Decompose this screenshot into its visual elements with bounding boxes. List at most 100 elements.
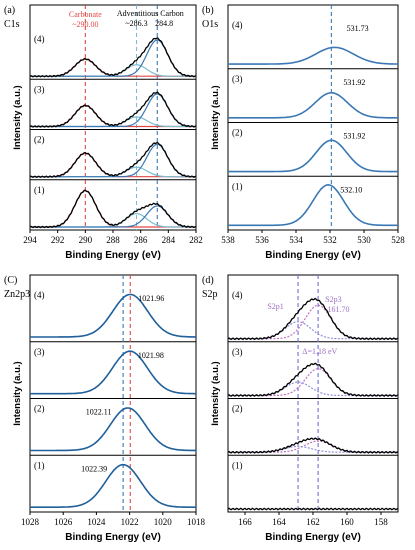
component-peak [30,205,196,228]
annotation: S2p1 [267,302,283,311]
x-tick-label: 1024 [87,517,106,527]
peak-value-label: 1021.98 [138,351,164,360]
x-tick-label: 286 [134,235,148,245]
envelope-curve [227,362,399,398]
x-axis-label: Binding Energy (eV) [65,532,161,543]
envelope-curve [227,437,399,454]
y-axis-label: Intensity (a.u.) [12,85,23,149]
element-label: C1s [4,19,20,30]
x-tick-label: 538 [221,235,235,245]
panel-letter: (C) [4,275,17,286]
x-tick-label: 1018 [187,517,206,527]
spectrum-curve [30,293,196,338]
series-label: (1) [34,460,45,470]
x-tick-label: 528 [391,235,405,245]
series-label: (1) [34,185,45,195]
series-label: (1) [232,460,243,470]
series-label: (4) [232,20,243,30]
component-peak [30,104,196,128]
x-axis-label: Binding Energy (eV) [265,532,361,543]
y-axis-label: Intensity (a.u.) [210,85,221,149]
x-tick-label: 282 [189,235,203,245]
x-tick-label: 162 [306,517,320,527]
panel-zn2p3: 1021.96 (4) 1021.98 (3) 1022.11 (2) 1022.39 (1)… [4,274,206,543]
element-label: O1s [202,19,218,30]
peak-value-label: 531.92 [343,132,365,141]
spectrum-curve [30,350,196,395]
component-peak [228,440,398,453]
series-label: (2) [232,128,243,138]
envelope-curve [227,507,399,511]
annotation: Adventitious Carbon [117,9,184,18]
y-axis-label: Intensity (a.u.) [210,361,221,425]
envelope-curve [29,91,197,128]
component-peak [228,304,398,340]
x-tick-label: 1026 [54,517,73,527]
annotation: ~290.00 [72,20,98,29]
series-label: (2) [232,404,243,414]
envelope-curve [29,37,197,78]
peak-value-label: 1021.96 [138,294,164,303]
envelope-curve [29,189,197,229]
series-label: (2) [34,135,45,145]
x-tick-label: 288 [106,235,120,245]
series-label: (4) [34,290,45,300]
component-peak [30,39,196,77]
spectrum-curve [30,463,196,508]
x-tick-label: 536 [255,235,269,245]
series-label: (1) [232,181,243,191]
x-axis-label: Binding Energy (eV) [265,250,361,261]
annotation: ~286.3 [125,19,147,28]
x-tick-label: 532 [323,235,337,245]
annotation: Carbonate [69,10,102,19]
panel-o1s: 531.73 (4) 531.92 (3) 531.92 (2) 532.10 (1) 538 5… [202,4,405,261]
element-label: S2p [202,289,218,300]
spectrum-curve [228,92,398,119]
component-peak [30,143,196,178]
envelope-curve [227,297,399,341]
spectrum-curve [30,407,196,452]
annotation: 284.8 [155,19,173,28]
series-label: (2) [34,404,45,414]
x-tick-label: 1028 [21,517,40,527]
component-peak [228,445,398,453]
x-tick-label: 284 [162,235,176,245]
annotation: Δ=1.18 eV [302,347,337,356]
spectrum-curve [228,46,398,65]
component-peak [30,93,196,128]
panel-letter: (b) [202,5,214,16]
series-label: (3) [232,74,243,84]
spectrum-curve [228,139,398,173]
x-tick-label: 530 [357,235,371,245]
x-tick-label: 290 [79,235,93,245]
x-tick-label: 292 [51,235,65,245]
x-tick-label: 164 [272,517,286,527]
series-label: (3) [34,84,45,94]
component-peak [30,152,196,178]
series-label: (3) [232,347,243,357]
series-label: (4) [232,290,243,300]
component-peak [30,190,196,228]
peak-value-label: 1022.39 [81,464,107,473]
annotation: S2p3 [325,295,341,304]
x-tick-label: 1022 [121,517,139,527]
peak-value-label: 532.10 [340,185,362,194]
panel-letter: (d) [202,275,214,286]
y-axis-label: Intensity (a.u.) [12,361,23,425]
component-peak [228,321,398,340]
x-tick-label: 534 [289,235,303,245]
x-tick-label: 1020 [154,517,173,527]
panel-c1s: (4) (3) (2) (1) 294 292 290 288 286 284 282 Binding… [4,4,203,261]
x-axis-label: Binding Energy (eV) [65,250,161,261]
peak-value-label: 531.92 [343,78,365,87]
series-label: (4) [34,34,45,44]
peak-value-label: 1022.11 [86,408,112,417]
x-tick-label: 160 [340,517,354,527]
x-tick-label: 166 [238,517,252,527]
spectrum-curve [228,183,398,227]
peak-value-label: 531.73 [347,24,369,33]
element-label: Zn2p3 [4,289,30,300]
component-peak [228,381,398,397]
x-tick-label: 158 [374,517,388,527]
